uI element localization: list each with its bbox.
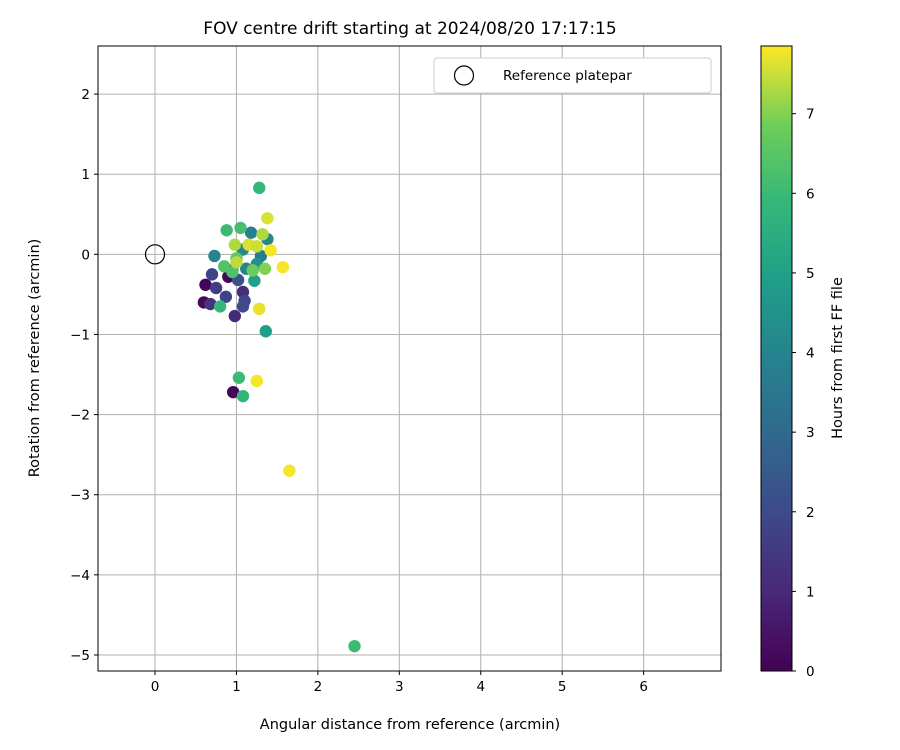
scatter-point <box>226 385 240 399</box>
x-tick-label: 2 <box>314 679 323 695</box>
scatter-point <box>219 290 233 304</box>
scatter-point <box>226 265 239 279</box>
scatter-point <box>258 262 272 275</box>
legend-marker <box>453 65 475 86</box>
scatter-point <box>246 264 259 277</box>
scatter-point <box>276 260 290 274</box>
y-tick-label: −1 <box>70 327 90 343</box>
y-tick-label: 0 <box>81 247 90 263</box>
scatter-point <box>348 639 361 653</box>
colorbar-tick-label: 3 <box>806 425 815 441</box>
scatter-point <box>259 325 272 338</box>
colorbar-tick-label: 7 <box>806 107 815 123</box>
scatter-point <box>264 244 277 257</box>
colorbar-label: Hours from first FF file <box>830 277 846 439</box>
chart-title: FOV centre drift starting at 2024/08/20 … <box>203 19 616 39</box>
legend: Reference platepar <box>433 57 712 94</box>
scatter-point <box>248 274 261 287</box>
x-tick-label: 6 <box>639 679 648 695</box>
y-axis-label: Rotation from reference (arcmin) <box>27 239 43 478</box>
grid-lines <box>98 46 721 671</box>
scatter-point <box>253 302 266 316</box>
scatter-point <box>228 238 242 251</box>
scatter-point <box>283 464 296 477</box>
scatter-point <box>205 268 219 281</box>
scatter-point <box>253 181 266 195</box>
scatter-point <box>208 249 221 263</box>
scatter-point <box>220 224 233 237</box>
scatter-point <box>230 256 243 269</box>
colorbar-tick-label: 5 <box>806 266 815 282</box>
scatter-point <box>236 300 250 313</box>
colorbar-ticks: 0 1 2 3 4 5 6 7 <box>792 107 815 680</box>
plot-frame <box>97 45 722 672</box>
scatter-point <box>228 309 242 323</box>
x-tick-label: 1 <box>232 679 241 695</box>
scatter-point <box>213 300 227 313</box>
y-tick-label: −2 <box>70 408 90 424</box>
scatter-point <box>250 374 264 388</box>
x-tick-label: 0 <box>151 679 160 695</box>
scatter-point <box>204 297 217 311</box>
scatter-point <box>244 226 258 239</box>
x-axis-ticks: 0 1 2 3 4 5 6 <box>151 671 648 695</box>
scatter-point <box>256 228 269 241</box>
colorbar-tick-label: 0 <box>806 664 815 680</box>
colorbar-tick-label: 2 <box>806 505 815 521</box>
y-axis-ticks: −5 −4 −3 −2 −1 0 1 2 <box>70 87 98 664</box>
y-tick-label: 1 <box>81 167 90 183</box>
colorbar-tick-label: 4 <box>806 346 815 362</box>
data-points <box>197 181 361 653</box>
colorbar: 0 1 2 3 4 5 6 7 Hours from first FF file <box>760 45 846 680</box>
y-tick-label: −4 <box>70 568 90 584</box>
y-tick-label: −5 <box>70 648 90 664</box>
scatter-point <box>236 389 250 403</box>
legend-box <box>433 57 712 94</box>
scatter-point <box>250 240 264 253</box>
colorbar-gradient <box>760 45 793 672</box>
y-tick-label: −3 <box>70 488 90 504</box>
x-tick-label: 5 <box>558 679 567 695</box>
scatter-point <box>209 281 223 295</box>
scatter-point <box>199 278 212 291</box>
y-tick-label: 2 <box>81 87 90 103</box>
scatter-point <box>234 221 247 235</box>
colorbar-tick-label: 1 <box>806 584 815 600</box>
x-tick-label: 3 <box>395 679 404 695</box>
x-tick-label: 4 <box>476 679 485 695</box>
scatter-point <box>261 212 274 225</box>
scatter-point <box>232 371 246 384</box>
legend-label: Reference platepar <box>503 68 632 84</box>
x-axis-label: Angular distance from reference (arcmin) <box>260 717 560 733</box>
colorbar-tick-label: 6 <box>806 186 815 202</box>
reference-platepar-marker <box>144 244 166 265</box>
